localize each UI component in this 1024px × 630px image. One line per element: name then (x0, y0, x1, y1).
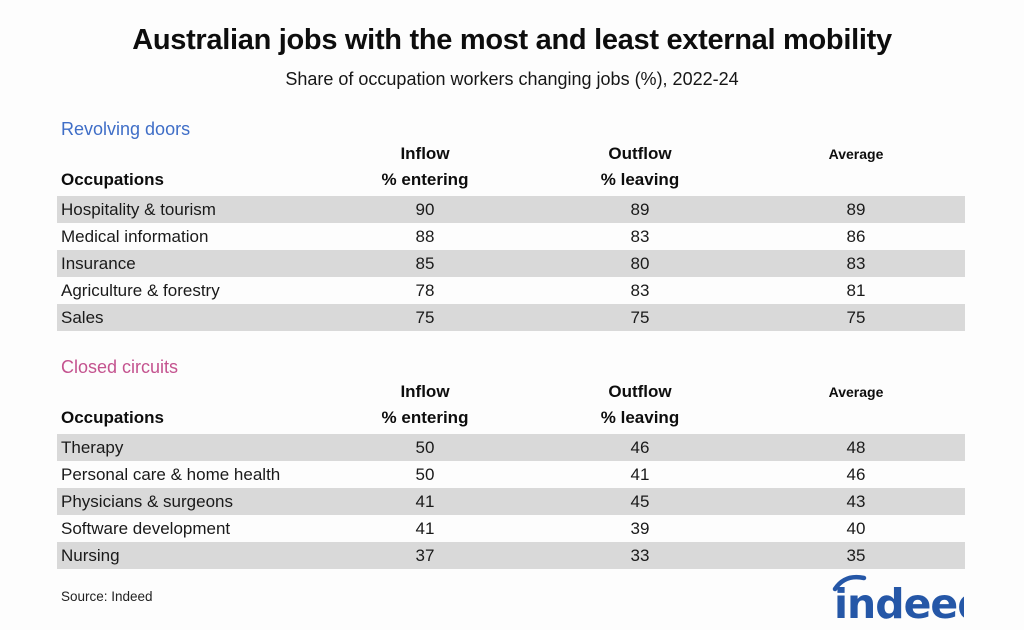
table-revolving-doors: Hospitality & tourism 90 89 89 Medical i… (57, 196, 965, 331)
table-header-closed-circuits: Occupations Inflow % entering Outflow % … (57, 379, 965, 431)
average-cell: 89 (846, 200, 866, 219)
inflow-cell: 78 (415, 281, 435, 300)
table-row: Nursing 37 33 35 (57, 542, 965, 569)
occupation-cell: Medical information (61, 227, 209, 246)
page-title: Australian jobs with the most and least … (132, 24, 892, 56)
occupation-cell: Agriculture & forestry (61, 281, 220, 300)
inflow-cell: 50 (415, 438, 435, 457)
inflow-cell: 41 (415, 492, 435, 511)
table-row: Agriculture & forestry 78 83 81 (57, 277, 965, 304)
outflow-cell: 45 (630, 492, 650, 511)
table-row: Medical information 88 83 86 (57, 223, 965, 250)
column-header-occupations: Occupations (61, 170, 164, 189)
outflow-cell: 75 (630, 308, 650, 327)
column-header-inflow: Inflow (400, 144, 450, 163)
column-header-pct-entering: % entering (381, 170, 469, 189)
column-header-inflow: Inflow (400, 382, 450, 401)
inflow-cell: 75 (415, 308, 435, 327)
average-cell: 43 (846, 492, 866, 511)
indeed-logo-wordmark: indeed (834, 580, 964, 625)
column-header-pct-leaving: % leaving (600, 170, 680, 189)
column-header-pct-entering: % entering (381, 408, 469, 427)
outflow-cell: 89 (630, 200, 650, 219)
column-header-outflow: Outflow (608, 382, 672, 401)
inflow-cell: 90 (415, 200, 435, 219)
section-title-revolving-doors: Revolving doors (61, 119, 191, 139)
table-row: Hospitality & tourism 90 89 89 (57, 196, 965, 223)
outflow-cell: 41 (630, 465, 650, 484)
column-header-outflow: Outflow (608, 144, 672, 163)
average-cell: 48 (846, 438, 866, 457)
table-row: Software development 41 39 40 (57, 515, 965, 542)
indeed-logo: indeed (832, 574, 964, 625)
table-row: Insurance 85 80 83 (57, 250, 965, 277)
column-header-average: Average (828, 146, 884, 162)
table-row: Personal care & home health 50 41 46 (57, 461, 965, 488)
table-row: Sales 75 75 75 (57, 304, 965, 331)
outflow-cell: 83 (630, 281, 650, 300)
inflow-cell: 85 (415, 254, 435, 273)
table-row: Therapy 50 46 48 (57, 434, 965, 461)
outflow-cell: 33 (630, 546, 650, 565)
column-header-pct-leaving: % leaving (600, 408, 680, 427)
average-cell: 83 (846, 254, 866, 273)
average-cell: 86 (846, 227, 866, 246)
outflow-cell: 39 (630, 519, 650, 538)
column-header-average: Average (828, 384, 884, 400)
inflow-cell: 88 (415, 227, 435, 246)
average-cell: 40 (846, 519, 866, 538)
table-closed-circuits: Therapy 50 46 48 Personal care & home he… (57, 434, 965, 569)
average-cell: 75 (846, 308, 866, 327)
occupation-cell: Insurance (61, 254, 136, 273)
occupation-cell: Hospitality & tourism (61, 200, 216, 219)
occupation-cell: Software development (61, 519, 231, 538)
page-subtitle: Share of occupation workers changing job… (285, 69, 739, 89)
occupation-cell: Sales (61, 308, 104, 327)
table-header-revolving-doors: Occupations Inflow % entering Outflow % … (57, 141, 965, 193)
outflow-cell: 83 (630, 227, 650, 246)
average-cell: 81 (846, 281, 866, 300)
average-cell: 46 (846, 465, 866, 484)
inflow-cell: 41 (415, 519, 435, 538)
table-row: Physicians & surgeons 41 45 43 (57, 488, 965, 515)
occupation-cell: Nursing (61, 546, 120, 565)
source-note: Source: Indeed (61, 589, 153, 604)
column-header-occupations: Occupations (61, 408, 164, 427)
inflow-cell: 50 (415, 465, 435, 484)
occupation-cell: Physicians & surgeons (61, 492, 233, 511)
occupation-cell: Therapy (61, 438, 124, 457)
inflow-cell: 37 (415, 546, 435, 565)
average-cell: 35 (846, 546, 866, 565)
occupation-cell: Personal care & home health (61, 465, 281, 484)
outflow-cell: 80 (630, 254, 650, 273)
outflow-cell: 46 (630, 438, 650, 457)
section-title-closed-circuits: Closed circuits (61, 357, 179, 377)
indeed-logo-swoosh-icon (832, 574, 867, 592)
